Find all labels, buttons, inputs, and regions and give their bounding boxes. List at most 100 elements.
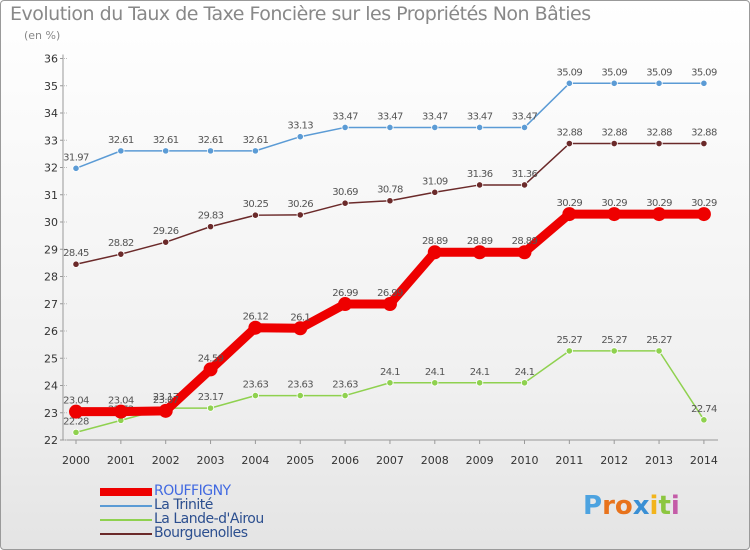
data-label: 32.88: [646, 128, 672, 139]
data-label: 29.83: [198, 211, 224, 222]
data-label: 33.47: [332, 111, 358, 122]
series-rouffigny: 23.04 23.04 23.07 24.59 26.12 26.1 26.99 26.99 2…: [63, 198, 718, 419]
data-label: 28.82: [108, 238, 134, 249]
x-tick-label: 2011: [555, 454, 583, 467]
data-label: 31.36: [467, 169, 493, 180]
y-tick-label: 28: [44, 271, 58, 284]
data-label: 33.13: [287, 121, 313, 132]
data-point: [382, 297, 397, 312]
data-label: 24.1: [380, 367, 400, 378]
data-label: 32.88: [557, 128, 583, 139]
data-point: [476, 181, 484, 189]
legend-swatch: [100, 519, 152, 521]
data-point: [248, 320, 263, 335]
data-label: 33.47: [512, 111, 538, 122]
legend-item: La Trinité: [100, 497, 360, 513]
data-label: 23.04: [108, 396, 134, 407]
y-tick-label: 27: [44, 298, 58, 311]
data-point: [607, 207, 622, 222]
x-tick-label: 2007: [376, 454, 404, 467]
data-point: [158, 403, 173, 418]
data-point: [700, 416, 708, 424]
data-label: 28.89: [512, 236, 538, 247]
data-label: 23.63: [243, 380, 269, 391]
data-label: 23.17: [153, 392, 179, 403]
chart-unit-label: (en %): [24, 29, 61, 42]
series-bourguenolles: 28.45 28.82 29.26 29.83 30.25 30.26 30.69 30.78…: [63, 128, 718, 268]
x-tick-label: 2005: [286, 454, 314, 467]
data-label: 33.47: [422, 111, 448, 122]
data-point: [565, 347, 573, 355]
x-tick-label: 2008: [421, 454, 449, 467]
data-label: 32.61: [198, 135, 224, 146]
series-la-lande-d-airou: 22.2822.7223.1723.1723.6323.6323.6324.12…: [63, 335, 718, 436]
legend-swatch: [100, 533, 152, 535]
data-point: [296, 133, 304, 141]
data-point: [472, 245, 487, 260]
data-label: 28.89: [467, 236, 493, 247]
data-point: [386, 123, 394, 132]
data-label: 26.1: [290, 312, 310, 323]
y-tick-label: 35: [44, 80, 58, 93]
data-label: 30.29: [601, 198, 627, 209]
data-label: 24.1: [515, 367, 535, 378]
x-tick-label: 2001: [107, 454, 135, 467]
data-point: [293, 321, 308, 336]
data-label: 26.12: [243, 312, 269, 323]
data-point: [610, 347, 618, 355]
data-point: [520, 123, 529, 132]
legend-item: La Lande-d'Airou: [100, 511, 360, 527]
y-tick-label: 25: [44, 352, 58, 365]
y-tick-label: 34: [44, 107, 58, 120]
data-point: [610, 79, 618, 87]
data-point: [386, 197, 394, 205]
data-point: [341, 391, 349, 400]
data-point: [206, 404, 215, 412]
data-point: [72, 428, 80, 436]
data-label: 32.88: [691, 128, 717, 139]
x-tick-label: 2002: [152, 454, 180, 467]
y-tick-label: 30: [44, 216, 58, 229]
data-label: 30.29: [557, 198, 583, 209]
data-label: 35.09: [646, 67, 672, 78]
data-label: 22.74: [691, 404, 717, 415]
legend-swatch: [100, 505, 152, 507]
data-label: 33.47: [467, 111, 493, 122]
data-point: [431, 188, 439, 196]
data-label: 35.09: [601, 67, 627, 78]
data-point: [476, 123, 484, 132]
data-point: [251, 391, 259, 400]
logo-letter: r: [602, 491, 615, 521]
data-point: [565, 139, 573, 148]
data-label: 28.45: [63, 248, 89, 259]
data-point: [386, 379, 394, 387]
data-point: [296, 391, 304, 400]
data-point: [162, 147, 170, 155]
legend-item: Bourguenolles: [100, 525, 360, 541]
data-point: [700, 79, 708, 87]
y-tick-label: 26: [44, 325, 58, 338]
data-label: 22.28: [63, 416, 89, 427]
data-label: 23.04: [63, 396, 89, 407]
data-label: 30.29: [646, 198, 672, 209]
y-tick-label: 32: [44, 162, 58, 175]
data-label: 30.25: [243, 199, 269, 210]
data-label: 23.17: [198, 392, 224, 403]
data-label: 24.59: [198, 353, 224, 364]
data-point: [565, 79, 573, 87]
data-label: 32.61: [153, 135, 179, 146]
legend-label: La Trinité: [154, 497, 213, 513]
x-tick-label: 2012: [600, 454, 628, 467]
data-point: [655, 79, 663, 87]
data-point: [251, 147, 259, 155]
data-point: [655, 347, 663, 355]
x-tick-label: 2006: [331, 454, 359, 467]
data-label: 35.09: [557, 67, 583, 78]
x-tick-label: 2010: [511, 454, 539, 467]
legend-item: ROUFFIGNY: [100, 483, 360, 499]
legend-label: ROUFFIGNY: [154, 483, 231, 499]
data-point: [296, 211, 304, 219]
data-point: [206, 147, 215, 155]
